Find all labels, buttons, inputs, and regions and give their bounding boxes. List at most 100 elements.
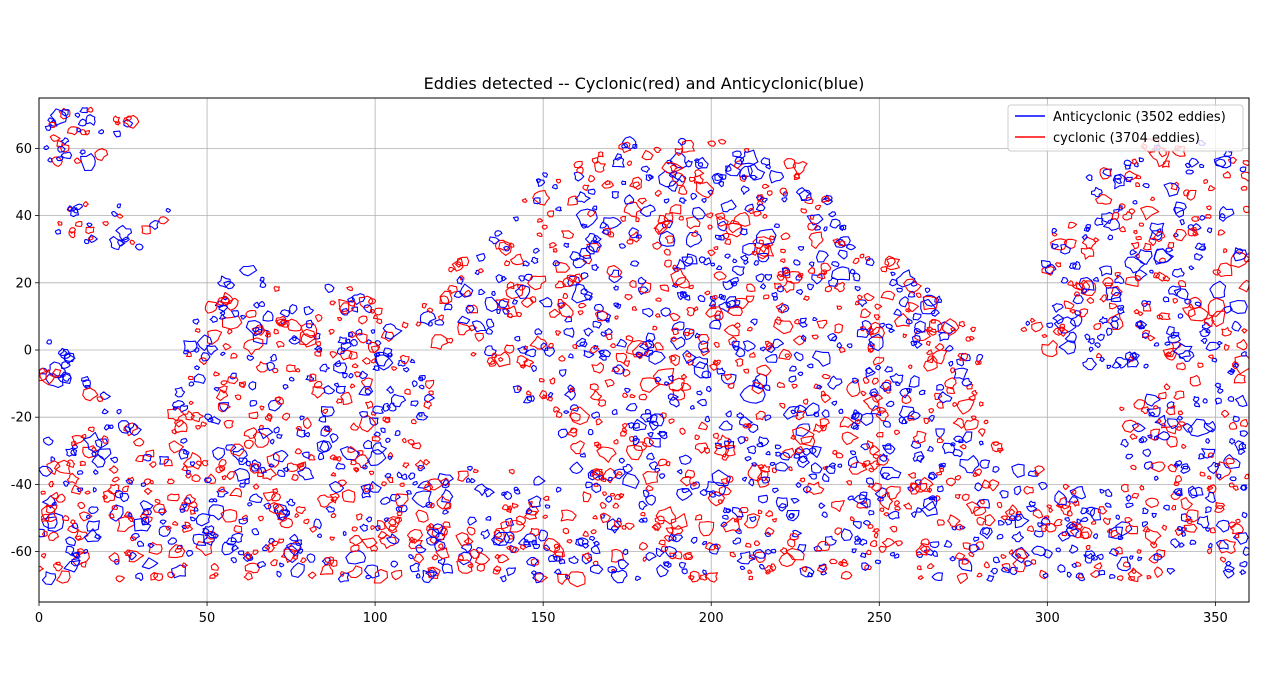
eddy-cyclonic (884, 255, 896, 268)
eddy-anticyclonic (362, 464, 368, 470)
eddy-anticyclonic (851, 413, 857, 419)
eddy-anticyclonic (1199, 328, 1211, 338)
eddy-anticyclonic (1154, 414, 1167, 427)
eddy-anticyclonic (500, 275, 507, 282)
eddy-anticyclonic (262, 544, 271, 552)
eddy-anticyclonic (1241, 511, 1248, 519)
eddy-cyclonic (281, 412, 291, 421)
eddy-anticyclonic (748, 423, 759, 434)
eddy-anticyclonic (1203, 420, 1216, 433)
eddy-anticyclonic (531, 570, 537, 576)
eddy-cyclonic (165, 525, 172, 531)
eddy-cyclonic (274, 396, 282, 403)
eddy-anticyclonic (807, 571, 813, 578)
eddy-anticyclonic (1144, 393, 1161, 407)
eddy-anticyclonic (1087, 337, 1095, 345)
eddy-anticyclonic (724, 253, 731, 259)
eddy-anticyclonic (181, 503, 188, 509)
eddy-cyclonic (391, 366, 398, 371)
eddy-cyclonic (127, 516, 135, 523)
eddy-cyclonic (1000, 554, 1007, 560)
eddy-cyclonic (515, 515, 526, 526)
eddy-cyclonic (1139, 484, 1145, 491)
eddy-anticyclonic (480, 529, 491, 540)
eddy-cyclonic (974, 360, 981, 366)
eddy-anticyclonic (865, 366, 875, 375)
eddy-anticyclonic (1205, 341, 1221, 352)
eddy-cyclonic (148, 541, 163, 555)
eddy-cyclonic (414, 459, 425, 470)
eddy-cyclonic (600, 477, 607, 483)
eddy-cyclonic (78, 511, 93, 522)
eddy-anticyclonic (1222, 568, 1235, 579)
eddy-cyclonic (1048, 507, 1054, 513)
eddy-cyclonic (729, 551, 736, 558)
eddy-anticyclonic (101, 408, 109, 415)
eddy-anticyclonic (756, 441, 764, 448)
eddy-anticyclonic (634, 575, 642, 581)
eddy-cyclonic (1211, 310, 1226, 328)
eddy-cyclonic (1186, 189, 1197, 201)
eddy-cyclonic (1163, 383, 1171, 391)
legend-label-anticyclonic: Anticyclonic (3502 eddies) (1053, 110, 1226, 125)
legend: Anticyclonic (3502 eddies) cyclonic (370… (1007, 104, 1244, 152)
eddy-cyclonic (1121, 419, 1140, 433)
eddy-cyclonic (792, 426, 815, 445)
eddy-anticyclonic (1134, 269, 1148, 281)
eddy-cyclonic (599, 512, 611, 524)
eddy-cyclonic (757, 509, 763, 515)
eddy-anticyclonic (123, 118, 134, 128)
eddy-cyclonic (355, 513, 363, 521)
eddy-cyclonic (747, 569, 753, 574)
eddy-cyclonic (972, 506, 987, 516)
eddy-anticyclonic (1057, 530, 1071, 542)
eddy-anticyclonic (890, 271, 896, 277)
eddy-anticyclonic (526, 557, 539, 567)
eddy-cyclonic (901, 394, 912, 404)
eddy-anticyclonic (66, 205, 74, 212)
eddy-anticyclonic (244, 478, 250, 485)
eddy-cyclonic (821, 373, 831, 380)
eddy-anticyclonic (796, 455, 810, 469)
eddy-anticyclonic (881, 472, 891, 479)
eddy-cyclonic (48, 121, 56, 128)
eddy-anticyclonic (725, 410, 732, 418)
eddy-anticyclonic (1085, 174, 1093, 182)
eddy-anticyclonic (372, 365, 380, 371)
eddy-cyclonic (412, 553, 425, 564)
eddy-cyclonic (387, 525, 398, 534)
eddy-cyclonic (505, 305, 518, 318)
eddy-cyclonic (112, 115, 121, 124)
eddy-cyclonic (864, 255, 871, 262)
eddy-anticyclonic (583, 294, 593, 301)
eddy-anticyclonic (959, 455, 980, 474)
eddy-anticyclonic (990, 567, 998, 575)
eddy-anticyclonic (1131, 422, 1146, 433)
eddy-cyclonic (714, 212, 726, 221)
eddy-anticyclonic (467, 465, 473, 472)
eddy-anticyclonic (57, 347, 67, 357)
eddy-anticyclonic (348, 331, 354, 338)
eddy-cyclonic (1187, 307, 1209, 322)
eddy-cyclonic (67, 524, 79, 534)
eddy-anticyclonic (465, 304, 475, 314)
eddy-anticyclonic (368, 481, 382, 493)
eddy-anticyclonic (279, 309, 291, 318)
eddy-cyclonic (816, 540, 831, 552)
eddy-cyclonic (996, 501, 1003, 509)
eddy-cyclonic (183, 410, 195, 421)
eddy-anticyclonic (44, 125, 52, 131)
eddy-anticyclonic (282, 383, 289, 390)
eddy-anticyclonic (1201, 321, 1212, 330)
eddy-cyclonic (577, 310, 584, 316)
eddy-cyclonic (291, 474, 299, 481)
eddy-cyclonic (1081, 526, 1093, 540)
eddy-anticyclonic (1105, 488, 1113, 497)
eddy-cyclonic (950, 326, 956, 332)
eddy-cyclonic (821, 195, 830, 203)
eddy-cyclonic (1135, 236, 1142, 241)
eddy-anticyclonic (618, 243, 627, 249)
eddy-cyclonic (498, 357, 504, 362)
eddy-anticyclonic (1227, 395, 1235, 402)
eddy-cyclonic (428, 390, 434, 396)
